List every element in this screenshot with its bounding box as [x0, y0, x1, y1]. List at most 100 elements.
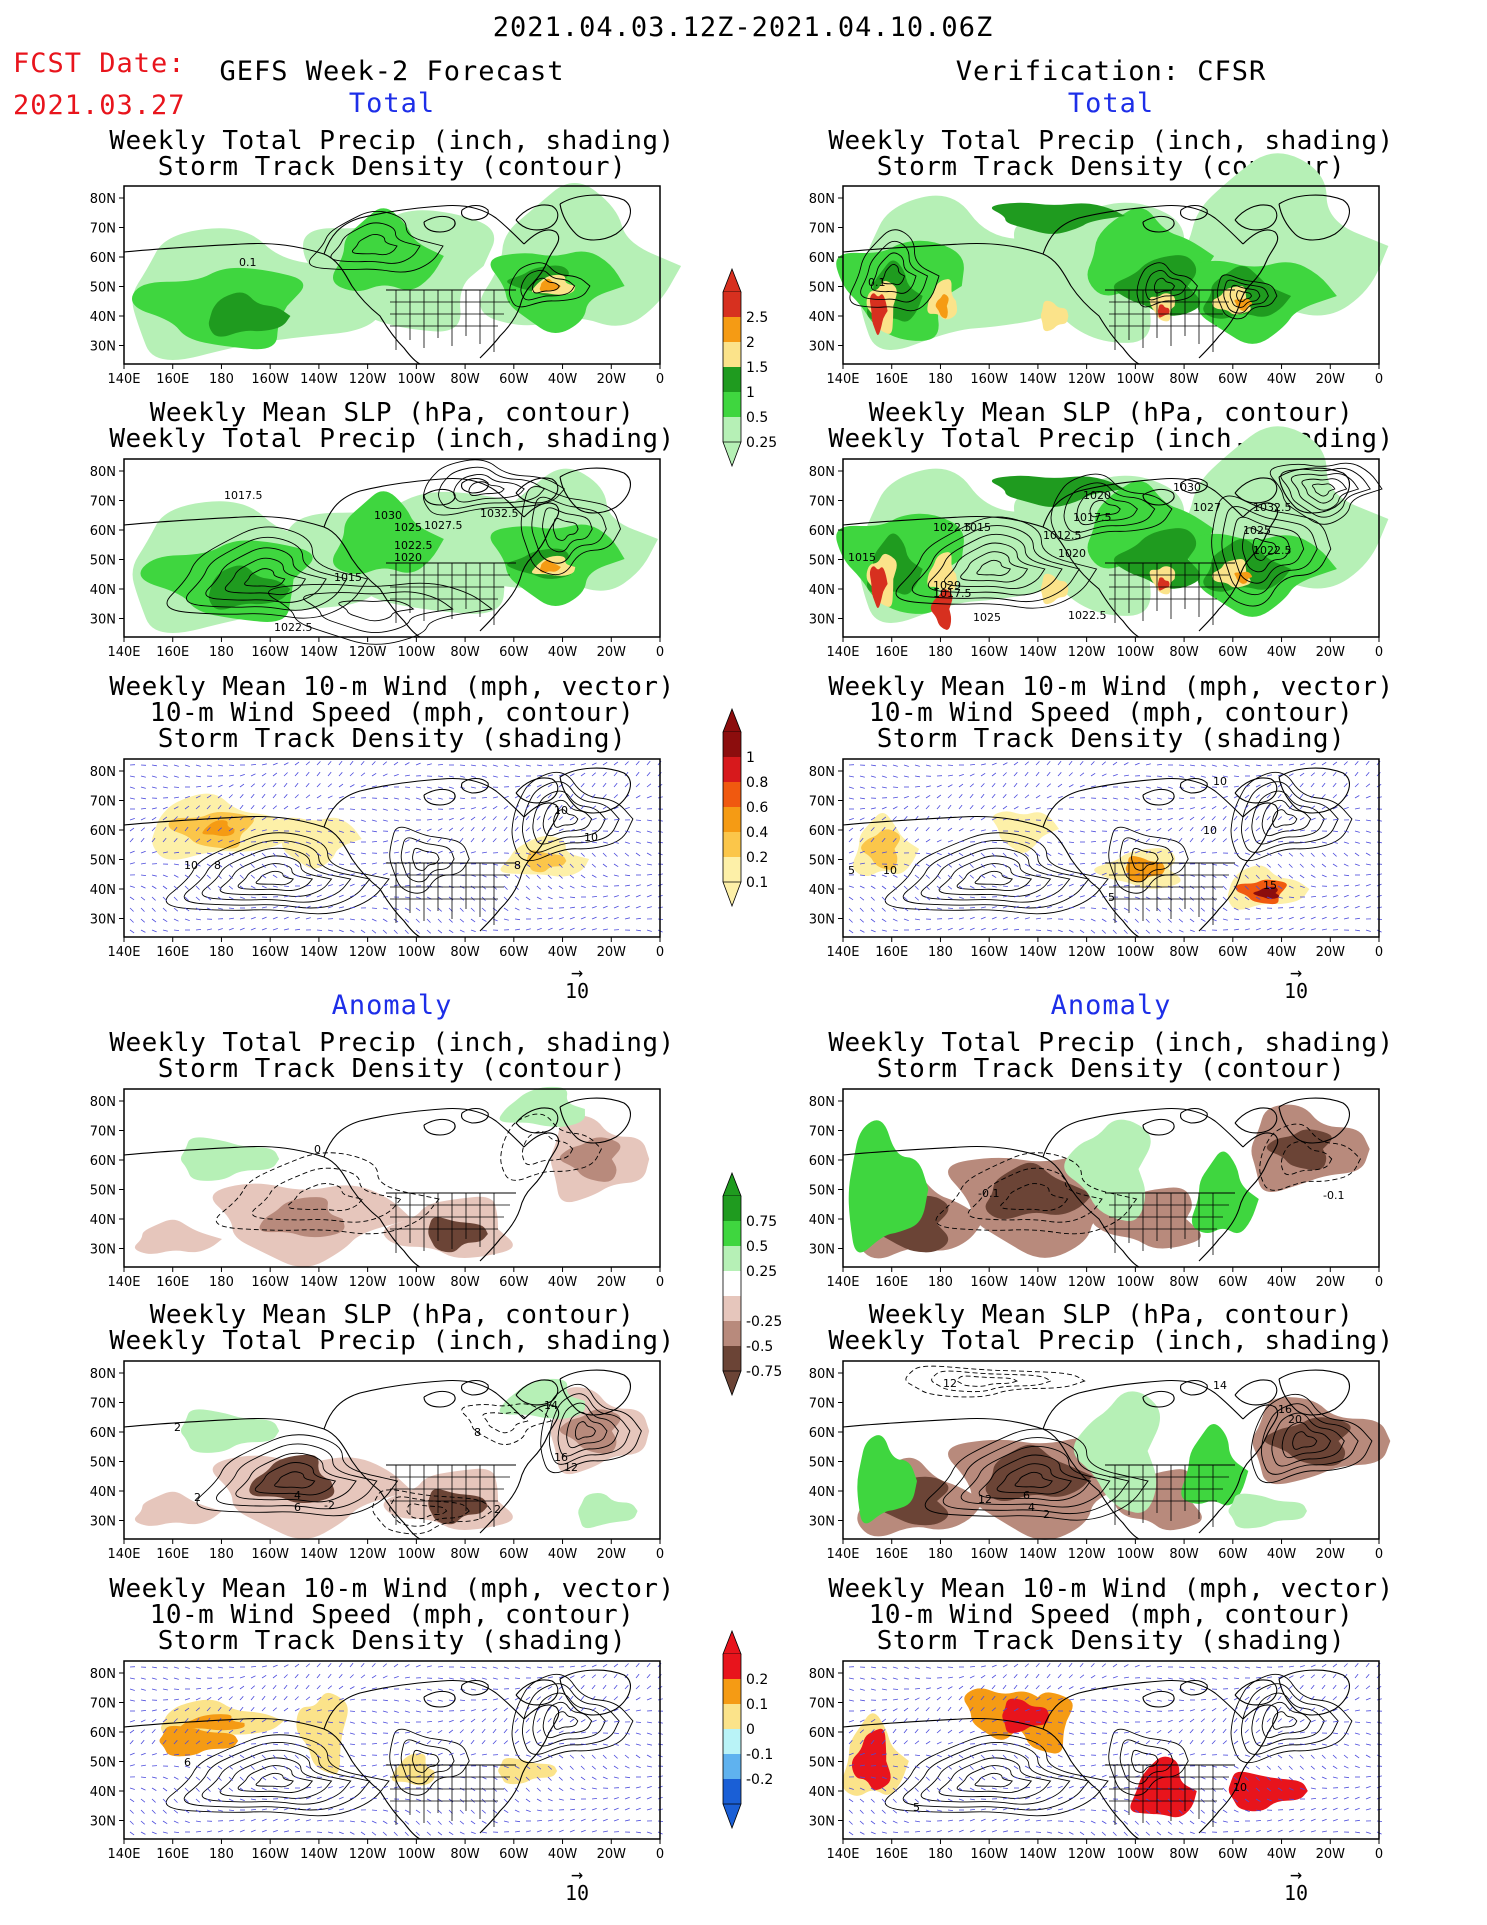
shading-region	[180, 1409, 280, 1453]
colorbar-swatch	[723, 807, 741, 832]
lon-label: 0	[656, 645, 664, 660]
lon-label: 160W	[970, 372, 1008, 387]
coastline	[423, 1690, 456, 1708]
lon-label: 160E	[156, 1847, 189, 1862]
colorbar-swatch	[723, 782, 741, 807]
coastline	[842, 242, 1140, 365]
shading-region	[1040, 300, 1069, 332]
lat-label: 30N	[90, 913, 116, 928]
lon-label: 80W	[1169, 1275, 1199, 1290]
contour-line	[542, 1701, 593, 1739]
shading-region	[259, 1197, 345, 1238]
colorbar-storm-anom: 0.2 0.1 0 -0.1 -0.2	[722, 1629, 812, 1836]
lon-label: 100W	[1117, 1547, 1155, 1562]
contour-line	[1251, 1692, 1325, 1747]
lat-label: 40N	[809, 1785, 835, 1800]
coastline	[323, 204, 525, 255]
shading-region	[1073, 1391, 1161, 1513]
contour-line	[520, 269, 576, 301]
vector-ref-r6: → 10	[1283, 1862, 1309, 1905]
lat-label: 70N	[90, 1397, 116, 1412]
contour-line	[553, 1711, 579, 1730]
contour-label: 8	[514, 859, 521, 872]
lat-label: 70N	[809, 1125, 835, 1140]
coastline	[460, 1679, 489, 1696]
coastline	[1198, 1704, 1279, 1834]
contour-label: 1025	[394, 521, 422, 534]
map-panel-cfsr-total-precip: 0.1 80N 70N 60N 50N 40N 30N 140E 160E 180 160W 140W…	[809, 153, 1389, 387]
shading-region	[1130, 1756, 1197, 1818]
lat-label: 70N	[809, 1397, 835, 1412]
contour-line	[521, 781, 620, 853]
lon-label: 140W	[300, 1547, 338, 1562]
lat-label: 80N	[809, 465, 835, 480]
lat-label: 70N	[90, 222, 116, 237]
contour-line	[967, 1167, 1103, 1223]
shading-region	[559, 1409, 621, 1454]
lon-label: 100W	[1117, 945, 1155, 960]
lat-label: 70N	[90, 1125, 116, 1140]
coastline	[559, 194, 631, 241]
contour-line	[974, 870, 1014, 886]
lon-label: 20W	[597, 645, 627, 660]
contour-label: 1020	[394, 551, 422, 564]
shading-region	[208, 565, 291, 610]
lon-label: 80W	[450, 945, 480, 960]
contour-label: 10	[1213, 775, 1227, 788]
coastline	[515, 1107, 559, 1134]
contour-label: 1025	[1243, 524, 1271, 537]
lon-label: 0	[1375, 645, 1383, 660]
lon-label: 120W	[1068, 945, 1106, 960]
lon-label: 120W	[349, 372, 387, 387]
lon-label: 100W	[1117, 372, 1155, 387]
lon-label: 80W	[1169, 1847, 1199, 1862]
coastline	[515, 204, 559, 231]
coastline	[1042, 204, 1244, 255]
lon-label: 160W	[970, 1847, 1008, 1862]
date-range-title: 2021.04.03.12Z-2021.04.10.06Z	[492, 12, 994, 43]
lon-label: 160E	[156, 1547, 189, 1562]
lon-label: 40W	[1267, 945, 1297, 960]
fcst-date-value: 2021.03.27	[13, 90, 186, 121]
contour-label: -0.1	[978, 1187, 999, 1200]
coastline	[842, 815, 1140, 938]
lon-label: 60W	[499, 1847, 529, 1862]
shading-region	[1266, 1129, 1332, 1171]
lat-label: 40N	[90, 1213, 116, 1228]
shading-region	[559, 1137, 621, 1182]
colorbar-swatch	[723, 392, 741, 417]
coastline	[1278, 467, 1350, 514]
coastline	[423, 1118, 456, 1136]
lat-label: 40N	[809, 1485, 835, 1500]
coastline	[460, 1107, 489, 1124]
shading-region	[1115, 1469, 1202, 1531]
contour-line	[884, 1734, 1109, 1817]
contour-line	[924, 1428, 1149, 1521]
contour-line	[511, 1673, 634, 1764]
contour-line	[960, 551, 1029, 583]
contour-line	[338, 599, 415, 622]
lon-label: 80W	[450, 1847, 480, 1862]
contour-line	[511, 771, 634, 862]
contour-line	[542, 799, 593, 837]
contour-line	[956, 1375, 1018, 1387]
contour-label: 2	[1043, 1508, 1050, 1521]
lat-label: 40N	[90, 310, 116, 325]
coastline	[479, 229, 560, 359]
lon-label: 60W	[1218, 372, 1248, 387]
coastline	[1042, 477, 1244, 528]
lon-label: 160W	[251, 1275, 289, 1290]
lat-label: 50N	[90, 854, 116, 869]
lon-label: 140W	[1019, 1275, 1057, 1290]
lon-label: 20W	[1316, 645, 1346, 660]
coastline	[323, 1107, 525, 1158]
lat-label: 60N	[809, 1154, 835, 1169]
contour-line	[1252, 537, 1278, 561]
colorbar-swatch	[723, 1321, 741, 1346]
contour-line	[412, 847, 440, 871]
lon-label: 60W	[1218, 1547, 1248, 1562]
lon-label: 160E	[156, 645, 189, 660]
lat-label: 30N	[809, 613, 835, 628]
coastline	[1234, 204, 1278, 231]
colorbar-label: 0.1	[746, 875, 768, 891]
